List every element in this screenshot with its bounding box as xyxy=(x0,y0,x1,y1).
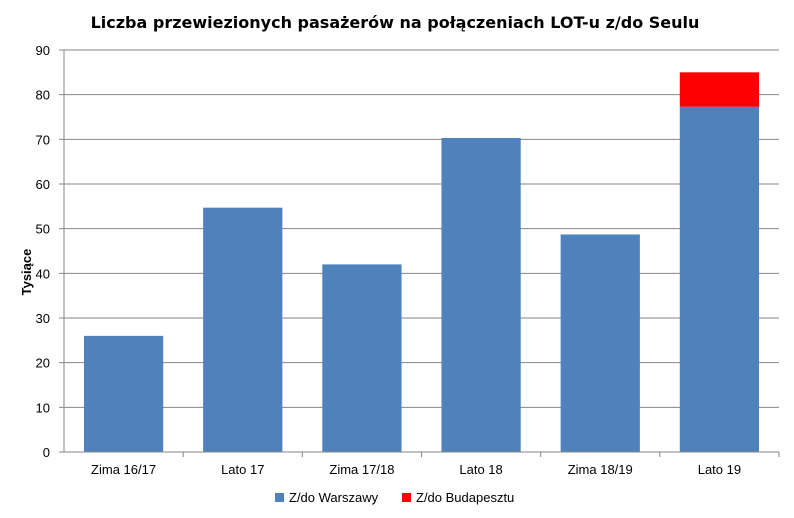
y-tick-label: 30 xyxy=(36,311,50,326)
bar-warszawa xyxy=(679,106,760,452)
y-tick-label: 10 xyxy=(36,400,50,415)
legend-label: Z/do Warszawy xyxy=(289,490,379,505)
y-tick-label: 60 xyxy=(36,177,50,192)
x-category-label: Lato 18 xyxy=(459,462,502,477)
legend-swatch xyxy=(402,493,411,502)
bar-warszawa xyxy=(560,234,640,452)
axes xyxy=(63,50,780,457)
bar-budapeszt xyxy=(679,72,760,107)
y-tick-label: 50 xyxy=(36,222,50,237)
y-tick-label: 20 xyxy=(36,356,50,371)
x-category-labels: Zima 16/17 Lato 17 Zima 17/18 Lato 18 Zima 1… xyxy=(91,462,741,477)
x-category-label: Lato 17 xyxy=(221,462,264,477)
grid-lines xyxy=(59,49,779,453)
chart-title: Liczba przewiezionych pasażerów na połąc… xyxy=(91,13,700,32)
x-category-label: Zima 18/19 xyxy=(568,462,633,477)
y-tick-labels: 0 10 20 30 40 50 60 70 80 90 xyxy=(36,43,50,460)
bar-warszawa xyxy=(322,264,402,452)
legend-swatch xyxy=(275,493,284,502)
bars xyxy=(83,72,760,452)
bar-warszawa xyxy=(83,335,164,452)
y-axis-label: Tysiące xyxy=(19,249,34,296)
legend: Z/do Warszawy Z/do Budapesztu xyxy=(275,490,514,505)
legend-label: Z/do Budapesztu xyxy=(416,490,514,505)
bar-warszawa xyxy=(203,207,283,452)
bar-warszawa xyxy=(441,137,521,452)
y-tick-label: 70 xyxy=(36,132,50,147)
y-tick-label: 0 xyxy=(43,445,50,460)
y-tick-label: 80 xyxy=(36,88,50,103)
y-tick-label: 40 xyxy=(36,266,50,281)
x-category-label: Zima 16/17 xyxy=(91,462,156,477)
x-category-label: Lato 19 xyxy=(698,462,741,477)
x-category-label: Zima 17/18 xyxy=(329,462,394,477)
y-tick-label: 90 xyxy=(36,43,50,58)
